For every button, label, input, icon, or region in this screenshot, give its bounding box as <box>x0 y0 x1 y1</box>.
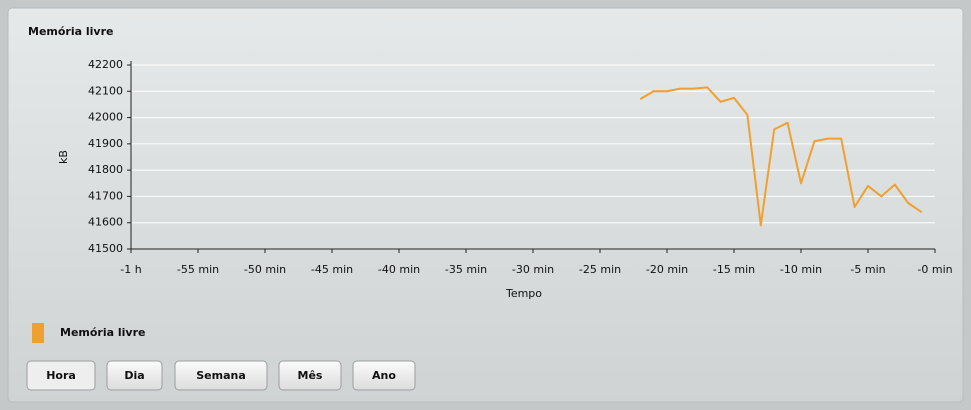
x-tick-label: -5 min <box>850 263 885 276</box>
y-tick-label: 42200 <box>88 58 123 71</box>
x-tick-label: -25 min <box>579 263 621 276</box>
button-label[interactable]: Hora <box>46 369 76 382</box>
y-tick-label: 42100 <box>88 84 123 97</box>
x-tick-label: -45 min <box>311 263 353 276</box>
button-label[interactable]: Mês <box>298 369 323 382</box>
x-tick-label: -55 min <box>177 263 219 276</box>
legend-label: Memória livre <box>60 326 145 339</box>
y-tick-label: 41800 <box>88 163 123 176</box>
legend-swatch <box>32 323 44 343</box>
x-tick-label: -35 min <box>445 263 487 276</box>
y-tick-label: 41500 <box>88 242 123 255</box>
panel <box>7 7 964 403</box>
x-tick-label: -1 h <box>120 263 141 276</box>
button-face[interactable] <box>174 360 268 391</box>
tab-button[interactable]: Mês <box>278 360 342 391</box>
y-tick-label: 41900 <box>88 137 123 150</box>
x-tick-label: -30 min <box>512 263 554 276</box>
x-axis-label: Tempo <box>505 287 542 300</box>
x-tick-label: -40 min <box>378 263 420 276</box>
x-tick-label: -15 min <box>713 263 755 276</box>
tab-button[interactable]: Ano <box>352 360 416 391</box>
y-tick-label: 42000 <box>88 111 123 124</box>
x-tick-label: -10 min <box>780 263 822 276</box>
x-tick-label: -50 min <box>244 263 286 276</box>
tab-button[interactable]: Semana <box>174 360 268 391</box>
panel-title: Memória livre <box>28 25 113 38</box>
button-label[interactable]: Dia <box>124 369 144 382</box>
x-tick-label: -20 min <box>646 263 688 276</box>
button-face[interactable] <box>352 360 416 391</box>
button-label[interactable]: Semana <box>196 369 246 382</box>
tab-button[interactable]: Hora <box>26 360 96 391</box>
x-tick-label: -0 min <box>917 263 952 276</box>
button-face[interactable] <box>106 360 163 391</box>
y-tick-label: 41700 <box>88 189 123 202</box>
data-line <box>639 86 923 227</box>
button-label[interactable]: Ano <box>372 369 396 382</box>
tab-button[interactable]: Dia <box>106 360 163 391</box>
y-axis-label: kB <box>57 150 70 164</box>
y-tick-label: 41600 <box>88 216 123 229</box>
button-face[interactable] <box>26 360 96 391</box>
button-face[interactable] <box>278 360 342 391</box>
